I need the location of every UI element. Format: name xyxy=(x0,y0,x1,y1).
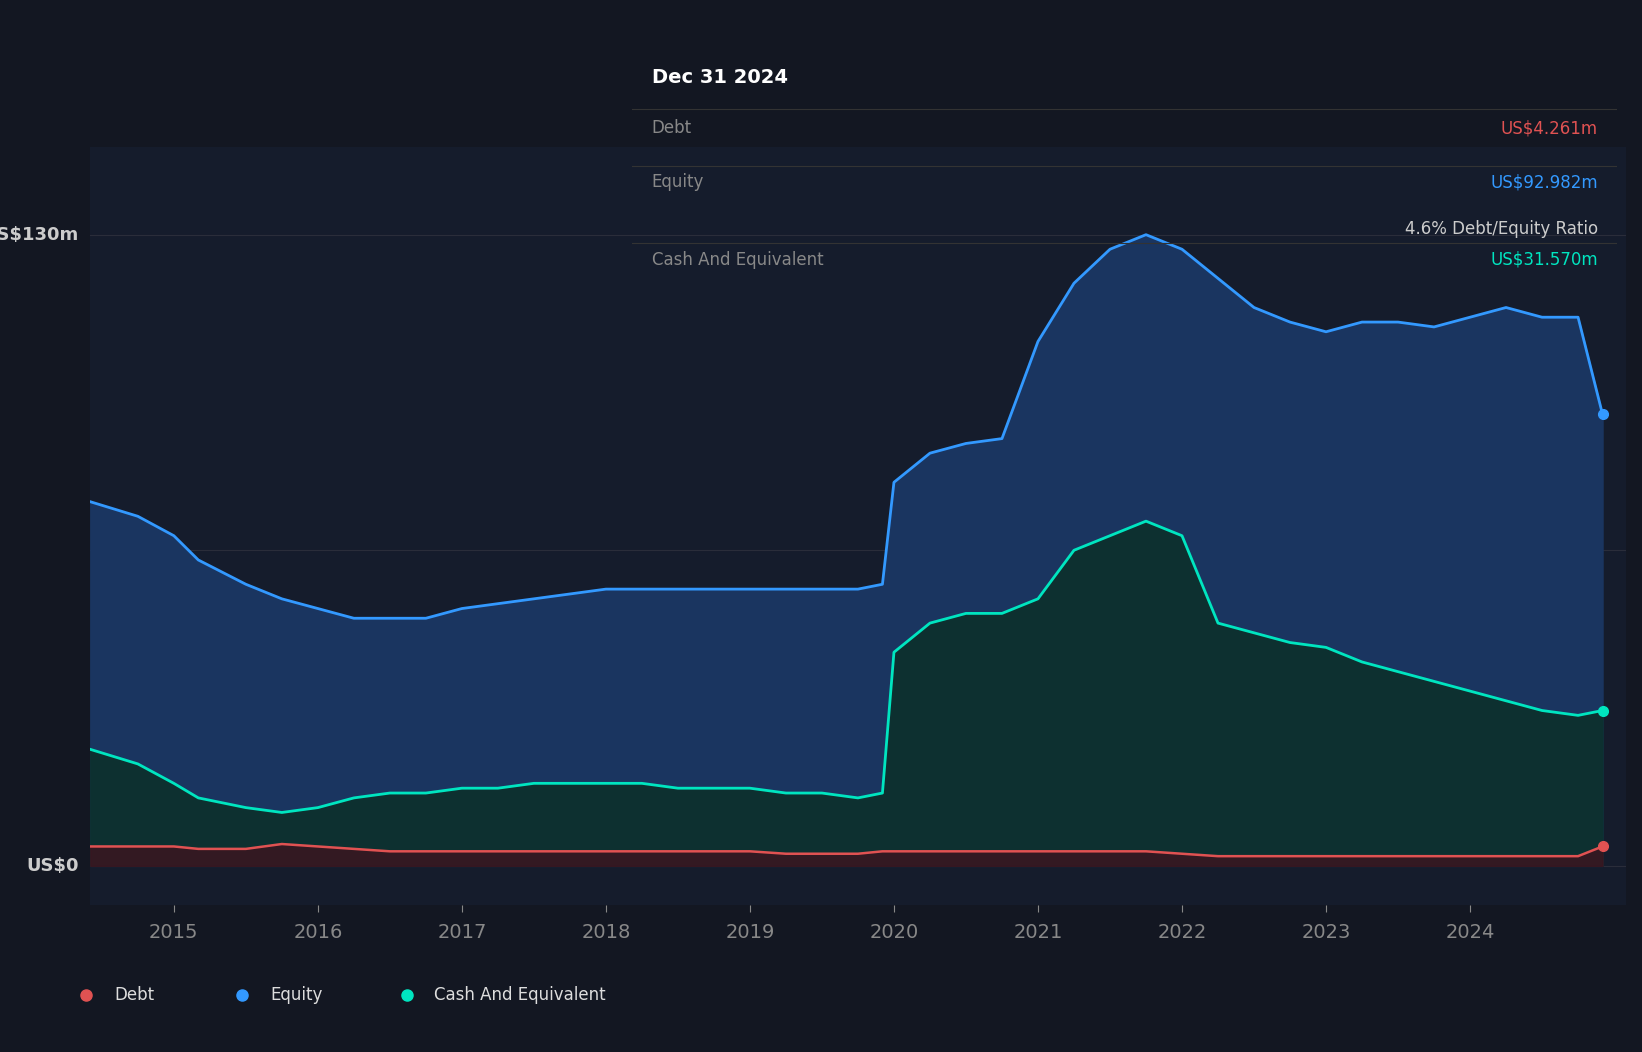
Text: Dec 31 2024: Dec 31 2024 xyxy=(652,67,788,86)
Text: US$92.982m: US$92.982m xyxy=(1489,174,1598,191)
Text: Equity: Equity xyxy=(269,986,322,1005)
Text: US$130m: US$130m xyxy=(0,226,79,244)
Text: US$0: US$0 xyxy=(26,857,79,875)
Text: Equity: Equity xyxy=(652,174,704,191)
Text: Cash And Equivalent: Cash And Equivalent xyxy=(652,250,824,268)
Text: US$31.570m: US$31.570m xyxy=(1489,250,1598,268)
Text: Debt: Debt xyxy=(113,986,154,1005)
Text: Debt: Debt xyxy=(652,119,691,138)
Text: 4.6% Debt/Equity Ratio: 4.6% Debt/Equity Ratio xyxy=(1404,220,1598,238)
Text: US$4.261m: US$4.261m xyxy=(1501,119,1598,138)
Text: Cash And Equivalent: Cash And Equivalent xyxy=(433,986,606,1005)
